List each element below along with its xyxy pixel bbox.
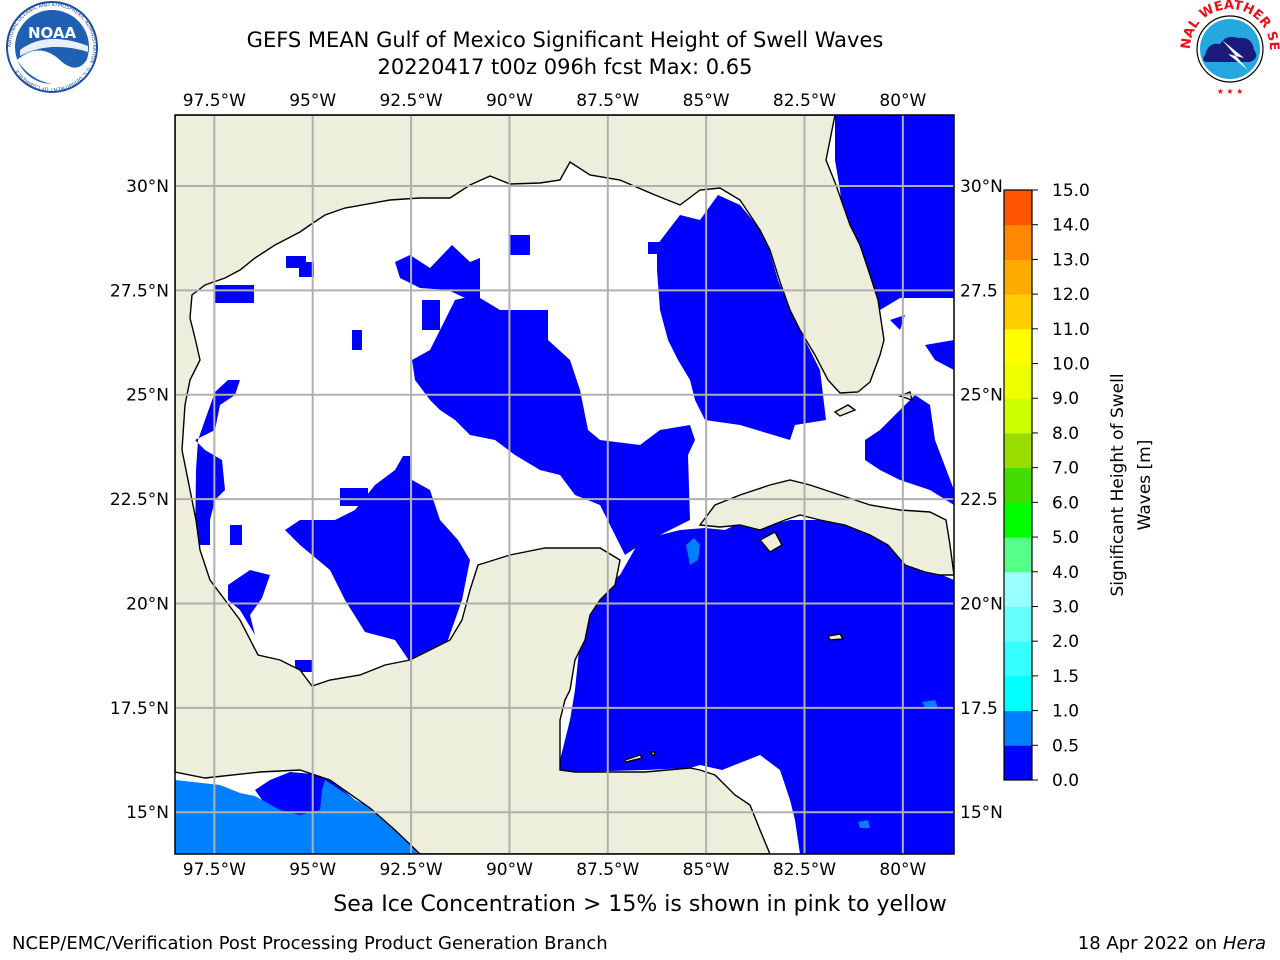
page-subtitle: 20220417 t00z 096h fcst Max: 0.65 bbox=[377, 55, 753, 79]
lat-tick-label-right: 22.5 bbox=[960, 490, 998, 510]
noaa-logo-text: NOAA bbox=[28, 24, 77, 42]
lat-tick-label-left: 25°N bbox=[126, 386, 169, 406]
colorbar-tick-label: 13.0 bbox=[1052, 250, 1090, 270]
colorbar-segment bbox=[1004, 467, 1032, 503]
colorbar-tick-label: 3.0 bbox=[1052, 597, 1079, 617]
colorbar-tick-label: 7.0 bbox=[1052, 459, 1079, 479]
svg-text:NATIONAL WEATHER SERVICE: NATIONAL WEATHER SERVICE bbox=[0, 0, 1280, 51]
colorbar-tick-label: 1.5 bbox=[1052, 667, 1079, 687]
colorbar-label-line1: Significant Height of Swell bbox=[1108, 373, 1128, 596]
lon-tick-label-bottom: 92.5°W bbox=[379, 860, 442, 880]
map-gridlines bbox=[175, 115, 954, 854]
colorbar-segment bbox=[1004, 190, 1032, 226]
lat-tick-label-right: 27.5 bbox=[960, 281, 998, 301]
lat-tick-label-right: 20°N bbox=[960, 594, 1003, 614]
colorbar-tick-label: 1.0 bbox=[1052, 702, 1079, 722]
colorbar-segment bbox=[1004, 675, 1032, 712]
colorbar-segment bbox=[1004, 398, 1032, 434]
colorbar-tick-label: 4.0 bbox=[1052, 563, 1079, 583]
colorbar-segment bbox=[1004, 745, 1032, 781]
colorbar-tick-label: 10.0 bbox=[1052, 355, 1090, 375]
colorbar-tick-label: 15.0 bbox=[1052, 181, 1090, 201]
colorbar-tick-label: 12.0 bbox=[1052, 285, 1090, 305]
lat-tick-label-left: 15°N bbox=[126, 803, 169, 823]
lon-tick-label-bottom: 85°W bbox=[683, 860, 730, 880]
lat-tick-label-left: 20°N bbox=[126, 594, 169, 614]
lat-tick-label-right: 25°N bbox=[960, 386, 1003, 406]
colorbar-segment bbox=[1004, 537, 1032, 573]
lat-tick-label-left: 22.5°N bbox=[110, 490, 169, 510]
map-axis-labels: 97.5°W 97.5°W 95°W 95°W 92.5°W 92.5°W 90°W 90°W… bbox=[110, 91, 1003, 880]
svg-text:★ ★ ★: ★ ★ ★ bbox=[1217, 87, 1244, 96]
lat-tick-label-left: 17.5°N bbox=[110, 699, 169, 719]
colorbar-tick-label: 5.0 bbox=[1052, 528, 1079, 548]
lon-tick-label-bottom: 82.5°W bbox=[773, 860, 836, 880]
colorbar-segment bbox=[1004, 363, 1032, 399]
colorbar-segment bbox=[1004, 259, 1032, 295]
lon-tick-label-top: 95°W bbox=[289, 91, 336, 111]
lon-tick-label-bottom: 87.5°W bbox=[576, 860, 639, 880]
page-title: GEFS MEAN Gulf of Mexico Significant Hei… bbox=[246, 28, 884, 52]
lon-tick-label-top: 80°W bbox=[879, 91, 926, 111]
machine-name: Hera bbox=[1222, 933, 1266, 954]
nws-logo: NATIONAL WEATHER SERVICE ★ ★ ★ bbox=[0, 0, 1280, 96]
nws-ring-text: NATIONAL WEATHER SERVICE bbox=[0, 0, 1280, 51]
noaa-logo: NOAA NATIONAL OCEANIC AND ATMOSPHERIC AD… bbox=[6, 1, 98, 93]
lon-tick-label-top: 92.5°W bbox=[379, 91, 442, 111]
lon-tick-label-top: 97.5°W bbox=[183, 91, 246, 111]
colorbar-tick-label: 11.0 bbox=[1052, 320, 1090, 340]
colorbar-tick-label: 0.5 bbox=[1052, 736, 1079, 756]
colorbar-tick-label: 6.0 bbox=[1052, 493, 1079, 513]
colorbar-segment bbox=[1004, 710, 1032, 746]
colorbar-segment bbox=[1004, 328, 1032, 365]
lat-tick-label-left: 30°N bbox=[126, 177, 169, 197]
swell-band-0.5-1.0 bbox=[175, 538, 938, 854]
lon-tick-label-bottom: 90°W bbox=[486, 860, 533, 880]
lon-tick-label-bottom: 80°W bbox=[879, 860, 926, 880]
lon-tick-label-top: 85°W bbox=[683, 91, 730, 111]
colorbar-tick-label: 14.0 bbox=[1052, 216, 1090, 236]
lon-tick-label-top: 82.5°W bbox=[773, 91, 836, 111]
lon-tick-label-bottom: 95°W bbox=[289, 860, 336, 880]
colorbar-segment bbox=[1004, 571, 1032, 607]
map-plot-area bbox=[175, 115, 954, 854]
colorbar-tick-label: 8.0 bbox=[1052, 424, 1079, 444]
map-frame bbox=[174, 114, 955, 855]
landmass bbox=[175, 115, 954, 854]
lon-tick-label-top: 90°W bbox=[486, 91, 533, 111]
colorbar-segment bbox=[1004, 432, 1032, 469]
lon-tick-label-top: 87.5°W bbox=[576, 91, 639, 111]
colorbar-segment bbox=[1004, 294, 1032, 330]
date-text: 18 Apr 2022 on bbox=[1077, 933, 1218, 954]
lat-tick-label-right: 17.5 bbox=[960, 699, 998, 719]
sea-ice-note: Sea Ice Concentration > 15% is shown in … bbox=[333, 892, 947, 917]
lat-tick-label-right: 30°N bbox=[960, 177, 1003, 197]
colorbar-segment bbox=[1004, 606, 1032, 642]
credit-text: NCEP/EMC/Verification Post Processing Pr… bbox=[12, 933, 608, 954]
colorbar-label-line2: Waves [m] bbox=[1135, 440, 1155, 531]
lat-tick-label-left: 27.5°N bbox=[110, 281, 169, 301]
colorbar-tick-label: 9.0 bbox=[1052, 389, 1079, 409]
colorbar-frame bbox=[1003, 189, 1033, 781]
colorbar-tick-label: 2.0 bbox=[1052, 632, 1079, 652]
lat-tick-label-right: 15°N bbox=[960, 803, 1003, 823]
colorbar-tick-label: 0.0 bbox=[1052, 771, 1079, 791]
lon-tick-label-bottom: 97.5°W bbox=[183, 860, 246, 880]
colorbar-segment bbox=[1004, 224, 1032, 260]
colorbar: 0.0 0.5 1.0 1.5 2.0 3.0 4.0 5.0 6.0 7.0 8.0 9.0 10.0… bbox=[1003, 181, 1090, 791]
colorbar-segment bbox=[1004, 502, 1032, 538]
date-stamp: 18 Apr 2022 on Hera bbox=[1078, 933, 1266, 954]
colorbar-segment bbox=[1004, 641, 1032, 677]
